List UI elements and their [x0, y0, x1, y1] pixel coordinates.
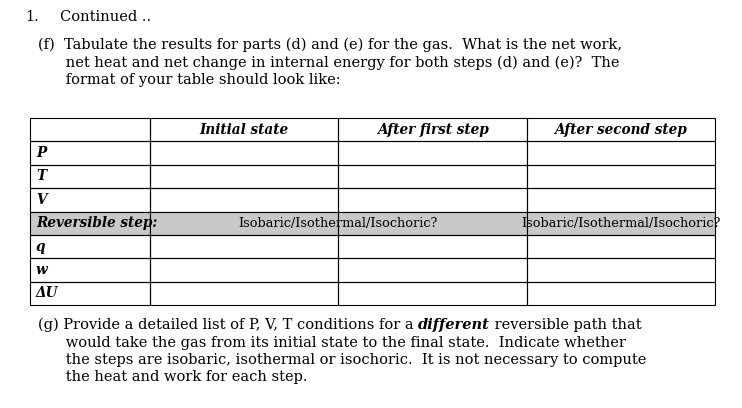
Bar — [338, 211, 527, 235]
Text: Isobaric/Isothermal/Isochoric?: Isobaric/Isothermal/Isochoric? — [239, 217, 438, 230]
Bar — [527, 235, 715, 258]
Bar — [30, 118, 150, 142]
Bar — [30, 258, 150, 282]
Bar — [527, 211, 715, 235]
Bar — [527, 118, 715, 142]
Bar — [338, 142, 527, 165]
Bar — [338, 258, 527, 282]
Text: T: T — [36, 169, 46, 184]
Bar — [150, 282, 338, 305]
Bar — [527, 282, 715, 305]
Text: w: w — [36, 263, 47, 277]
Bar — [527, 165, 715, 188]
Bar — [30, 282, 150, 305]
Bar — [527, 142, 715, 165]
Text: Isobaric/Isothermal/Isochoric?: Isobaric/Isothermal/Isochoric? — [521, 217, 720, 230]
Text: V: V — [36, 193, 47, 207]
Bar — [30, 235, 150, 258]
Text: After first step: After first step — [376, 123, 488, 137]
Bar — [150, 235, 338, 258]
Text: P: P — [36, 146, 46, 160]
Text: ΔU: ΔU — [36, 286, 59, 300]
Text: net heat and net change in internal energy for both steps (d) and (e)?  The: net heat and net change in internal ener… — [38, 55, 620, 70]
Bar — [150, 165, 338, 188]
Bar — [30, 188, 150, 211]
Text: (f)  Tabulate the results for parts (d) and (e) for the gas.  What is the net wo: (f) Tabulate the results for parts (d) a… — [38, 38, 622, 52]
Bar — [338, 282, 527, 305]
Text: the steps are isobaric, isothermal or isochoric.  It is not necessary to compute: the steps are isobaric, isothermal or is… — [38, 353, 646, 367]
Text: q: q — [36, 239, 45, 253]
Bar — [527, 258, 715, 282]
Bar — [150, 118, 338, 142]
Bar — [338, 188, 527, 211]
Text: format of your table should look like:: format of your table should look like: — [38, 73, 341, 87]
Bar — [30, 165, 150, 188]
Text: different: different — [418, 318, 490, 332]
Text: would take the gas from its initial state to the final state.  Indicate whether: would take the gas from its initial stat… — [38, 335, 626, 350]
Text: (g) Provide a detailed list of P, V, T conditions for a: (g) Provide a detailed list of P, V, T c… — [38, 318, 418, 333]
Bar — [338, 118, 527, 142]
Bar — [30, 142, 150, 165]
Bar — [338, 235, 527, 258]
Text: 1.: 1. — [25, 10, 39, 24]
Bar — [150, 258, 338, 282]
Text: Initial state: Initial state — [200, 123, 289, 137]
Text: Reversible step:: Reversible step: — [36, 216, 157, 230]
Bar — [338, 165, 527, 188]
Text: After second step: After second step — [554, 123, 687, 137]
Text: reversible path that: reversible path that — [490, 318, 642, 332]
Bar — [30, 211, 150, 235]
Text: the heat and work for each step.: the heat and work for each step. — [38, 370, 307, 384]
Bar — [150, 188, 338, 211]
Bar — [150, 142, 338, 165]
Text: Continued ..: Continued .. — [60, 10, 151, 24]
Bar — [527, 188, 715, 211]
Bar — [150, 211, 338, 235]
